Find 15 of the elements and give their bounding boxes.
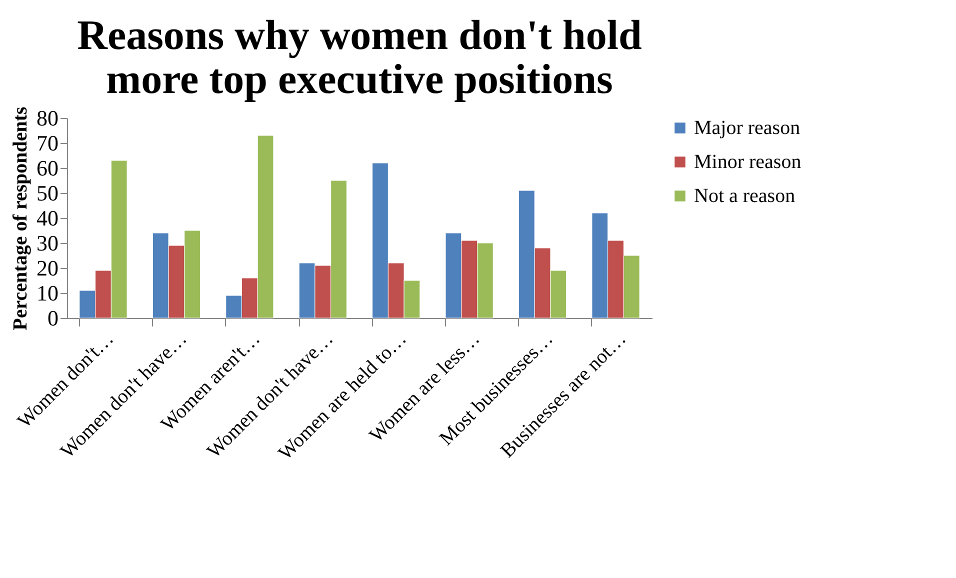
y-tick-label: 60 xyxy=(36,156,58,180)
y-tick-label: 50 xyxy=(36,180,58,206)
legend-label: Major reason xyxy=(694,117,800,139)
legend-label: Minor reason xyxy=(694,151,802,173)
y-tick-label: 70 xyxy=(36,130,58,156)
y-tick-label: 20 xyxy=(36,256,58,280)
y-axis-title: Percentage of respondents xyxy=(10,106,32,330)
y-tick-label: 0 xyxy=(48,306,58,330)
text: Reasons why women don't hold xyxy=(77,13,642,60)
y-tick-label: 80 xyxy=(36,106,58,130)
text: more top executive positions xyxy=(106,57,613,104)
y-tick-label: 40 xyxy=(36,206,58,230)
y-tick-label: 10 xyxy=(36,280,58,306)
y-tick-label: 30 xyxy=(36,230,58,256)
legend-label: Not a reason xyxy=(694,185,796,207)
